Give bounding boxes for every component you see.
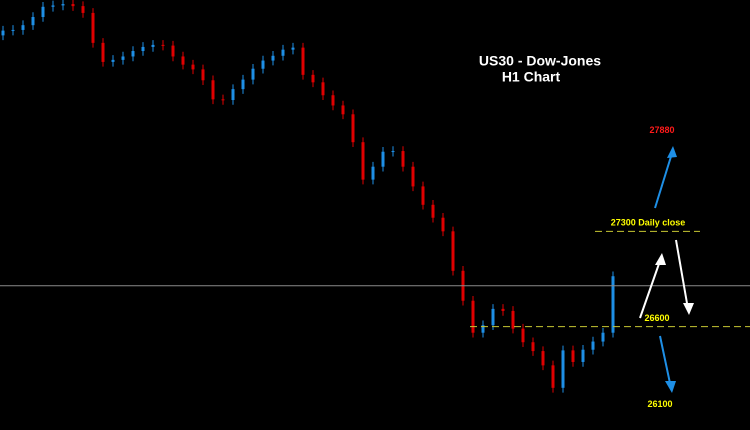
candle-body — [251, 68, 255, 80]
annotation-label: 27300 Daily close — [611, 218, 686, 228]
candle-body — [351, 114, 355, 143]
arrowhead — [683, 303, 694, 315]
candle-body — [201, 69, 205, 81]
candle-body — [161, 44, 165, 46]
candle-body — [591, 341, 595, 350]
candle-body — [541, 351, 545, 366]
arrows — [639, 146, 694, 393]
candle-body — [71, 4, 75, 7]
candle-body — [401, 151, 405, 167]
candle-body — [281, 49, 285, 56]
candle-body — [101, 42, 105, 62]
candle-body — [91, 12, 95, 43]
candle-body — [551, 365, 555, 388]
candle-body — [81, 6, 85, 13]
candle-body — [511, 310, 515, 329]
candles — [1, 0, 615, 393]
annotation-label: 26100 — [647, 399, 672, 409]
candle-body — [481, 325, 485, 333]
candle-body — [111, 59, 115, 62]
candle-body — [11, 29, 15, 31]
candle-body — [381, 151, 385, 167]
candle-body — [331, 95, 335, 106]
candle-body — [341, 105, 345, 115]
candle-body — [221, 99, 225, 101]
candle-body — [21, 25, 25, 30]
arrow-down-white — [675, 239, 689, 310]
candle-body — [151, 44, 155, 47]
candle-body — [561, 350, 565, 388]
candle-body — [121, 56, 125, 60]
candle-body — [41, 6, 45, 18]
candle-body — [61, 4, 65, 6]
chart-title: US30 - Dow-Jones — [479, 53, 601, 69]
candle-body — [491, 308, 495, 326]
arrowhead — [667, 146, 677, 158]
candle-body — [241, 79, 245, 90]
candle-body — [271, 55, 275, 61]
candle-body — [191, 64, 195, 70]
candle-body — [371, 166, 375, 180]
candle-body — [31, 17, 35, 26]
annotation-label: 27880 — [649, 125, 674, 135]
arrow-up-blue — [654, 149, 674, 209]
candle-body — [421, 186, 425, 205]
candle-body — [411, 166, 415, 187]
candle-body — [571, 350, 575, 362]
candle-body — [131, 51, 135, 57]
candle-body — [321, 82, 325, 96]
candle-body — [261, 60, 265, 69]
candle-body — [431, 204, 435, 218]
arrowhead — [665, 381, 676, 393]
candle-body — [171, 45, 175, 57]
arrow-up-white — [639, 257, 662, 319]
candle-body — [361, 142, 365, 180]
candle-body — [471, 300, 475, 333]
candle-body — [51, 5, 55, 7]
candle-body — [441, 217, 445, 232]
annotations: 27880 27300 Daily close 26600 26100 — [611, 125, 686, 409]
arrowhead — [655, 253, 666, 265]
price-levels — [0, 230, 750, 328]
candle-body — [601, 332, 605, 342]
candle-body — [611, 276, 615, 333]
candle-body — [311, 74, 315, 83]
candle-body — [231, 89, 235, 101]
candle-body — [211, 80, 215, 100]
candle-body — [581, 349, 585, 362]
candle-body — [1, 30, 5, 36]
arrow-down-blue — [659, 335, 672, 389]
chart-subtitle: H1 Chart — [502, 69, 561, 85]
candle-body — [391, 151, 395, 153]
candle-body — [141, 46, 145, 52]
annotation-label: 26600 — [644, 313, 669, 323]
candle-body — [531, 342, 535, 352]
candle-body — [301, 47, 305, 75]
candle-body — [181, 56, 185, 65]
candle-body — [451, 231, 455, 271]
candle-body — [291, 47, 295, 50]
candle-body — [501, 308, 505, 311]
candle-body — [521, 328, 525, 343]
